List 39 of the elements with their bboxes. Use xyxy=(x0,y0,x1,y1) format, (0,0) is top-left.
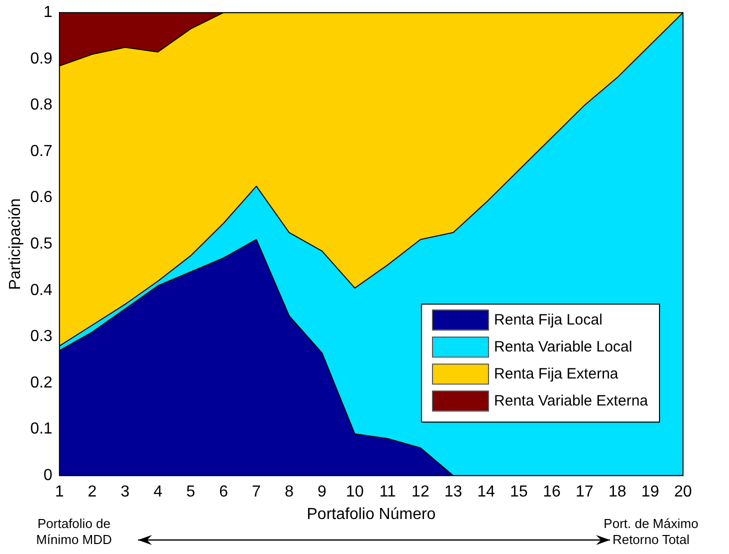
text: Port. de Máximo Retorno Total xyxy=(602,516,700,548)
y-tick-label: 0.6 xyxy=(30,189,53,206)
x-tick-label: 5 xyxy=(186,484,196,501)
x-tick-label: 11 xyxy=(379,484,396,501)
legend-label: Renta Variable Externa xyxy=(494,392,649,410)
x-tick-label: 14 xyxy=(477,484,496,501)
y-tick-label: 0 xyxy=(44,467,53,484)
x-tick-label: 12 xyxy=(412,484,430,501)
x-axis-title: Portafolio Número xyxy=(306,506,436,523)
y-tick-label: 1 xyxy=(44,4,53,22)
x-tick-label: 10 xyxy=(346,484,364,501)
x-tick-label: 9 xyxy=(318,484,327,501)
y-tick-label: 0.5 xyxy=(30,236,53,253)
y-tick-label: 0.9 xyxy=(30,50,53,68)
y-axis-title: Participación xyxy=(7,198,24,290)
legend-label: Renta Variable Local xyxy=(494,338,632,356)
x-tick-label: 19 xyxy=(641,484,660,501)
y-tick-label: 0.4 xyxy=(30,282,53,299)
x-tick-label: 16 xyxy=(542,484,561,501)
x-tick-label: 3 xyxy=(120,484,130,501)
x-tick-label: 2 xyxy=(88,484,97,501)
legend-label: Renta Fija Externa xyxy=(494,366,619,383)
legend-label: Renta Fija Local xyxy=(494,312,602,329)
x-tick-label: 7 xyxy=(252,484,261,501)
x-tick-label: 1 xyxy=(54,484,64,501)
x-tick-label: 6 xyxy=(219,484,228,501)
y-tick-label: 0.2 xyxy=(30,374,53,392)
x-tick-label: 18 xyxy=(608,484,626,501)
y-tick-label: 0.3 xyxy=(30,328,53,346)
y-tick-label: 0.7 xyxy=(30,142,53,160)
text: Portafolio de Mínimo MDD xyxy=(35,516,113,548)
x-tick-label: 13 xyxy=(444,484,462,501)
x-tick-label: 4 xyxy=(153,484,162,501)
y-tick-label: 0.1 xyxy=(30,420,53,438)
x-tick-label: 8 xyxy=(284,484,294,501)
x-tick-label: 20 xyxy=(674,484,692,501)
x-tick-label: 15 xyxy=(510,484,528,501)
x-tick-label: 17 xyxy=(576,484,594,501)
y-tick-label: 0.8 xyxy=(30,96,53,114)
